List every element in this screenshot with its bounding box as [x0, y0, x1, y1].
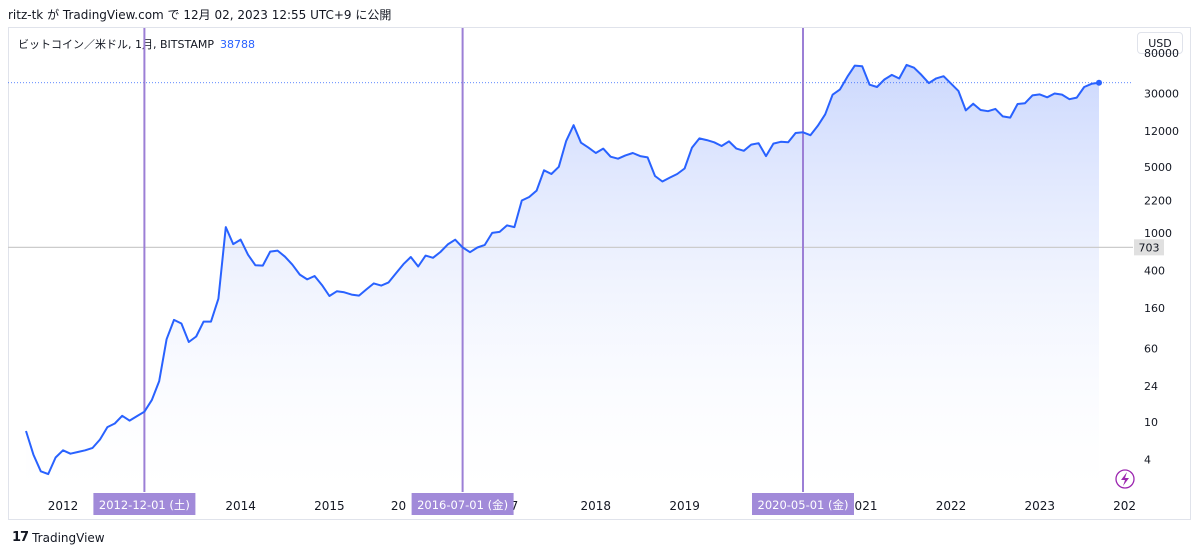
last-price-label: 38788: [220, 38, 255, 51]
footer-brand: 17 TradingView: [12, 530, 105, 545]
chart-frame: [8, 27, 1191, 520]
symbol-label: ビットコイン／米ドル, 1月, BITSTAMP: [18, 38, 214, 51]
currency-button[interactable]: USD: [1137, 32, 1183, 54]
tradingview-logo-icon: 17: [12, 530, 29, 545]
brand-name: TradingView: [32, 530, 105, 545]
chart-legend: ビットコイン／米ドル, 1月, BITSTAMP 38788: [18, 36, 255, 52]
publish-attribution: ritz-tk が TradingView.com で 12月 02, 2023…: [8, 8, 392, 22]
